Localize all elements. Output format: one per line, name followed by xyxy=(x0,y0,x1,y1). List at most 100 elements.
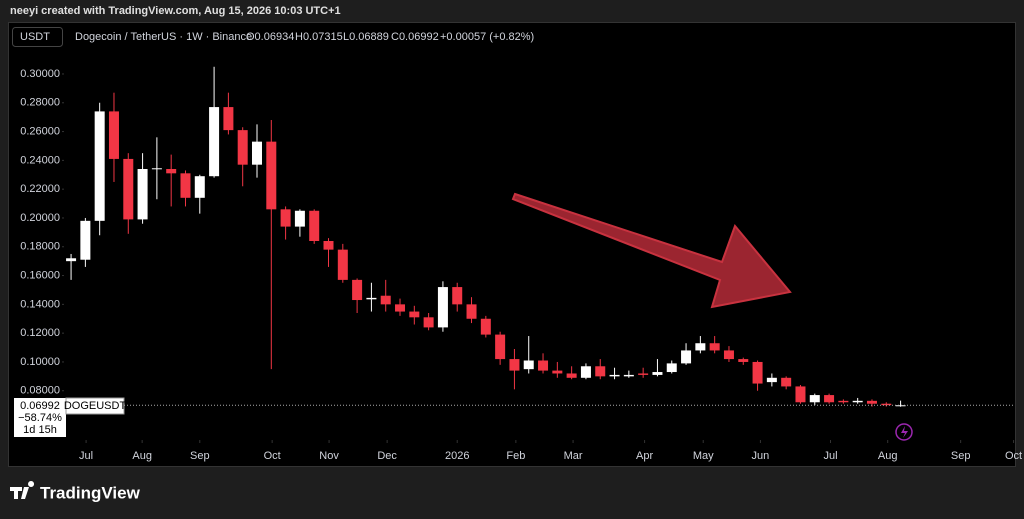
candle-body xyxy=(409,311,420,318)
candle-body xyxy=(94,111,105,221)
candle-body xyxy=(380,295,391,305)
ohlc-change: +0.00057 (+0.82%) xyxy=(440,31,534,43)
candle-body xyxy=(151,168,162,170)
candle-body xyxy=(580,366,591,378)
candle-body xyxy=(280,209,291,227)
ohlc-open: O0.06934 xyxy=(246,31,294,43)
candle-body xyxy=(495,334,506,360)
candle-body xyxy=(666,363,677,373)
ohlc-high: H0.07315 xyxy=(295,31,343,43)
candle-body xyxy=(795,386,806,403)
candle-body xyxy=(166,169,177,174)
price-label: 0.06992 xyxy=(20,400,60,412)
y-tick-label: 0.30000 xyxy=(20,68,60,80)
candle-body xyxy=(480,318,491,335)
candle-body xyxy=(552,370,563,374)
x-tick-label: 2026 xyxy=(445,450,469,462)
candle-body xyxy=(681,350,692,364)
candle-body xyxy=(237,130,248,165)
candle-body xyxy=(652,372,663,375)
candle-body xyxy=(809,395,820,403)
candle-body xyxy=(266,141,277,210)
candle-body xyxy=(251,141,262,165)
candle-body xyxy=(180,173,191,198)
candle-body xyxy=(423,317,434,328)
ticker-box xyxy=(65,397,125,415)
candle-body xyxy=(437,287,448,328)
candle-body xyxy=(695,343,706,351)
candle-body xyxy=(623,374,634,377)
y-tick-label: 0.08000 xyxy=(20,385,60,397)
candle-body xyxy=(638,373,649,375)
candle-body xyxy=(523,360,534,370)
candle-body xyxy=(895,405,906,407)
candle-body xyxy=(866,400,877,404)
x-tick-label: Apr xyxy=(636,450,653,462)
candle-body xyxy=(337,249,348,280)
candle-body xyxy=(723,350,734,360)
candle-body xyxy=(852,400,863,403)
candle-body xyxy=(80,220,91,260)
x-tick-label: Oct xyxy=(1005,450,1022,462)
candle-body xyxy=(323,241,334,250)
candle-body xyxy=(209,107,220,177)
candle-body xyxy=(766,377,777,383)
x-tick-label: Sep xyxy=(951,450,971,462)
y-tick-label: 0.22000 xyxy=(20,183,60,195)
y-tick-label: 0.24000 xyxy=(20,154,60,166)
candle-body xyxy=(108,111,119,159)
candle-body xyxy=(509,359,520,371)
candle-body xyxy=(595,366,606,377)
trend-arrow xyxy=(511,192,792,309)
candle-body xyxy=(395,304,406,312)
x-tick-label: Jun xyxy=(752,450,770,462)
ohlc-close: C0.06992 xyxy=(391,31,439,43)
logo-icon xyxy=(10,481,35,499)
candle-body xyxy=(838,400,849,403)
x-tick-label: Jul xyxy=(79,450,93,462)
candle-body xyxy=(738,359,749,362)
currency-box xyxy=(12,27,63,47)
panel xyxy=(8,22,1016,467)
x-tick-label: Jul xyxy=(823,450,837,462)
candle-body xyxy=(752,361,763,384)
price-box xyxy=(14,398,66,437)
x-tick-label: May xyxy=(693,450,714,462)
x-tick-label: Aug xyxy=(132,450,152,462)
candle-body xyxy=(566,373,577,378)
change-label: −58.74% xyxy=(18,412,62,424)
candle-body xyxy=(366,297,377,300)
logo: TradingView xyxy=(40,483,141,502)
y-tick-label: 0.20000 xyxy=(20,212,60,224)
y-tick-label: 0.16000 xyxy=(20,269,60,281)
candle-body xyxy=(123,158,134,220)
symbol: Dogecoin / TetherUS · 1W · Binance xyxy=(75,31,252,43)
candle-body xyxy=(194,176,205,198)
candle-body xyxy=(709,343,720,351)
countdown-label: 1d 15h xyxy=(23,424,57,436)
x-tick-label: Oct xyxy=(264,450,281,462)
candle-body xyxy=(223,107,234,131)
y-tick-label: 0.12000 xyxy=(20,327,60,339)
x-tick-label: Dec xyxy=(377,450,397,462)
y-tick-label: 0.10000 xyxy=(20,356,60,368)
y-tick-label: 0.18000 xyxy=(20,241,60,253)
candle-body xyxy=(309,210,320,242)
candle-body xyxy=(66,258,77,262)
x-tick-label: Sep xyxy=(190,450,210,462)
alert-icon[interactable] xyxy=(895,423,913,441)
x-tick-label: Mar xyxy=(564,450,583,462)
ticker-label: DOGEUSDT xyxy=(64,400,127,412)
candle-body xyxy=(452,287,463,305)
y-tick-label: 0.28000 xyxy=(20,97,60,109)
candle-body xyxy=(609,374,620,377)
ohlc-low: L0.06889 xyxy=(343,31,389,43)
candle-body xyxy=(824,395,835,403)
alert-bolt xyxy=(901,426,908,438)
candle-body xyxy=(538,360,549,371)
x-tick-label: Nov xyxy=(319,450,339,462)
x-tick-label: Feb xyxy=(506,450,525,462)
plot: 0.08000 0.10000 0.12000 0.14000 0.16000 0.180… xyxy=(20,66,1022,462)
